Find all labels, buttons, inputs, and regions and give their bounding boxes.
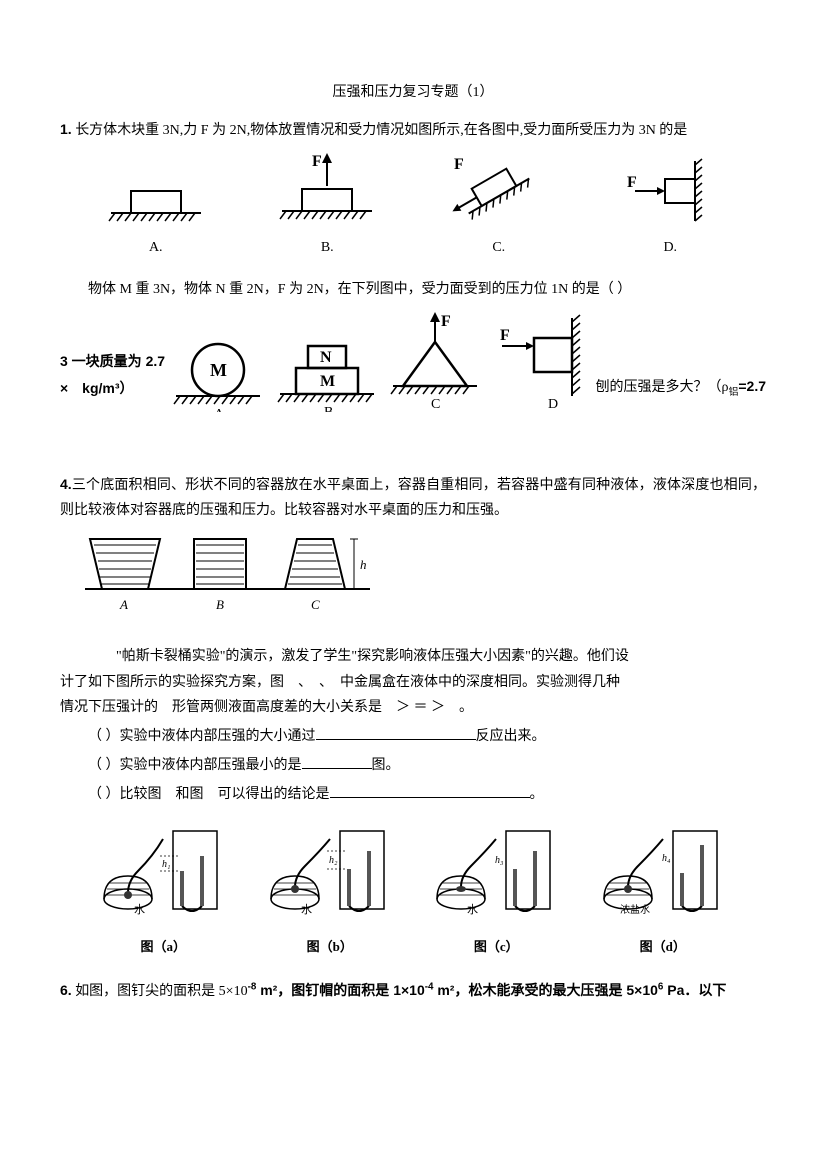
svg-text:C: C [311, 597, 320, 612]
q1-label-b: B. [242, 235, 414, 260]
q4-number: 4. [60, 476, 72, 492]
q2-diagrams: M A N M [165, 312, 596, 412]
svg-text:水: 水 [467, 903, 478, 916]
svg-text:h₃: h₃ [495, 855, 504, 866]
svg-text:h₁: h₁ [162, 859, 170, 870]
question-3-row: 3 一块质量为 2.7 × kg/m³） M A [60, 312, 766, 412]
q4-diagram: A B C h [80, 529, 380, 619]
svg-text:F: F [454, 156, 464, 173]
q2-label-d: D [548, 397, 558, 412]
q5-fig-b: h₂ 水 图（b） [265, 821, 395, 958]
q4-body: 三个底面积相同、形状不同的容器放在水平桌面上，容器自重相同，若容器中盛有同种液体… [60, 478, 766, 518]
svg-text:F: F [500, 327, 510, 344]
q2-diagram-b: N M B [272, 322, 382, 412]
q2-label-b: B [324, 405, 333, 412]
svg-text:N: N [320, 349, 332, 366]
q5-label-b: 图（b） [265, 935, 395, 958]
svg-text:浓盐水: 浓盐水 [620, 903, 650, 916]
q1-label-c: C. [413, 235, 585, 260]
q3-pre-b: × kg/m³） [60, 380, 134, 396]
q5-line1: "帕斯卡裂桶实验"的演示，激发了学生"探究影响液体压强大小因素"的兴趣。他们设 [60, 644, 766, 669]
svg-text:水: 水 [301, 903, 312, 916]
q5-line2: 计了如下图所示的实验探究方案，图 、 、 中金属盒在液体中的深度相同。实验测得几… [60, 670, 766, 695]
svg-text:M: M [210, 360, 227, 380]
q1-label-a: A. [70, 235, 242, 260]
q5-diagrams: h₁ 水 图（a） h₂ 水 [80, 821, 746, 958]
svg-text:h₄: h₄ [662, 853, 671, 864]
q5-label-c: 图（c） [431, 935, 561, 958]
svg-text:F: F [441, 313, 451, 330]
q1-diagram-c: F C. [413, 151, 585, 260]
q1-diagrams: A. F B. [60, 151, 766, 260]
q1-number: 1. [60, 121, 72, 137]
q2-diagram-c: F C [382, 312, 489, 412]
q5-fig-d: h₄ 浓盐水 图（d） [598, 821, 728, 958]
q5-sub2: （ ）实验中液体内部压强最小的是图。 [60, 753, 766, 778]
question-5: "帕斯卡裂桶实验"的演示，激发了学生"探究影响液体压强大小因素"的兴趣。他们设 … [60, 644, 766, 958]
q2-diagram-a: M A [165, 322, 272, 412]
q3-pre-a: 3 一块质量为 2.7 [60, 353, 165, 369]
question-4: 4.三个底面积相同、形状不同的容器放在水平桌面上，容器自重相同，若容器中盛有同种… [60, 472, 766, 635]
q2-text: 物体 M 重 3N，物体 N 重 2N，F 为 2N，在下列图中，受力面受到的压… [60, 277, 766, 302]
q5-line3: 情况下压强计的 形管两侧液面高度差的大小关系是 ＞ ＝ ＞ 。 [60, 695, 766, 720]
svg-text:F: F [312, 153, 322, 170]
q1-diagram-a: A. [70, 161, 242, 260]
question-2: 物体 M 重 3N，物体 N 重 2N，F 为 2N，在下列图中，受力面受到的压… [60, 277, 766, 302]
q1-label-d: D. [585, 235, 757, 260]
svg-text:h: h [360, 557, 367, 572]
svg-text:F: F [627, 174, 637, 191]
svg-text:M: M [320, 373, 335, 390]
q2-label-a: A [214, 407, 225, 412]
q4-text: 4.三个底面积相同、形状不同的容器放在水平桌面上，容器自重相同，若容器中盛有同种… [60, 472, 766, 523]
q5-label-a: 图（a） [98, 935, 228, 958]
svg-text:水: 水 [134, 903, 145, 916]
q6-text: 6. 如图，图钉尖的面积是 5×10-8 m²，图钉帽的面积是 1×10-4 m… [60, 978, 766, 1004]
svg-text:A: A [119, 597, 128, 612]
q5-sub3: （ ）比较图 和图 可以得出的结论是。 [60, 782, 766, 807]
q5-fig-a: h₁ 水 图（a） [98, 821, 228, 958]
question-1: 1. 长方体木块重 3N,力 F 为 2N,物体放置情况和受力情况如图所示,在各… [60, 117, 766, 260]
question-6: 6. 如图，图钉尖的面积是 5×10-8 m²，图钉帽的面积是 1×10-4 m… [60, 978, 766, 1004]
svg-text:h₂: h₂ [329, 855, 338, 866]
q5-sub1: （ ）实验中液体内部压强的大小通过反应出来。 [60, 724, 766, 749]
q1-diagram-b: F B. [242, 151, 414, 260]
q5-label-d: 图（d） [598, 935, 728, 958]
svg-text:B: B [216, 597, 224, 612]
q3-post-text: 刨的压强是多大？（ρ铝=2.7 [596, 374, 766, 411]
q1-body: 长方体木块重 3N,力 F 为 2N,物体放置情况和受力情况如图所示,在各图中,… [75, 123, 687, 138]
q6-number: 6. [60, 982, 72, 998]
q2-label-c: C [431, 397, 440, 412]
q5-fig-c: h₃ 水 图（c） [431, 821, 561, 958]
worksheet-title: 压强和压力复习专题（1） [60, 80, 766, 105]
q2-diagram-d: F D [489, 312, 596, 412]
q1-diagram-d: F D. [585, 151, 757, 260]
q1-text: 1. 长方体木块重 3N,力 F 为 2N,物体放置情况和受力情况如图所示,在各… [60, 117, 766, 143]
q3-pre-text: 3 一块质量为 2.7 × kg/m³） [60, 349, 165, 411]
